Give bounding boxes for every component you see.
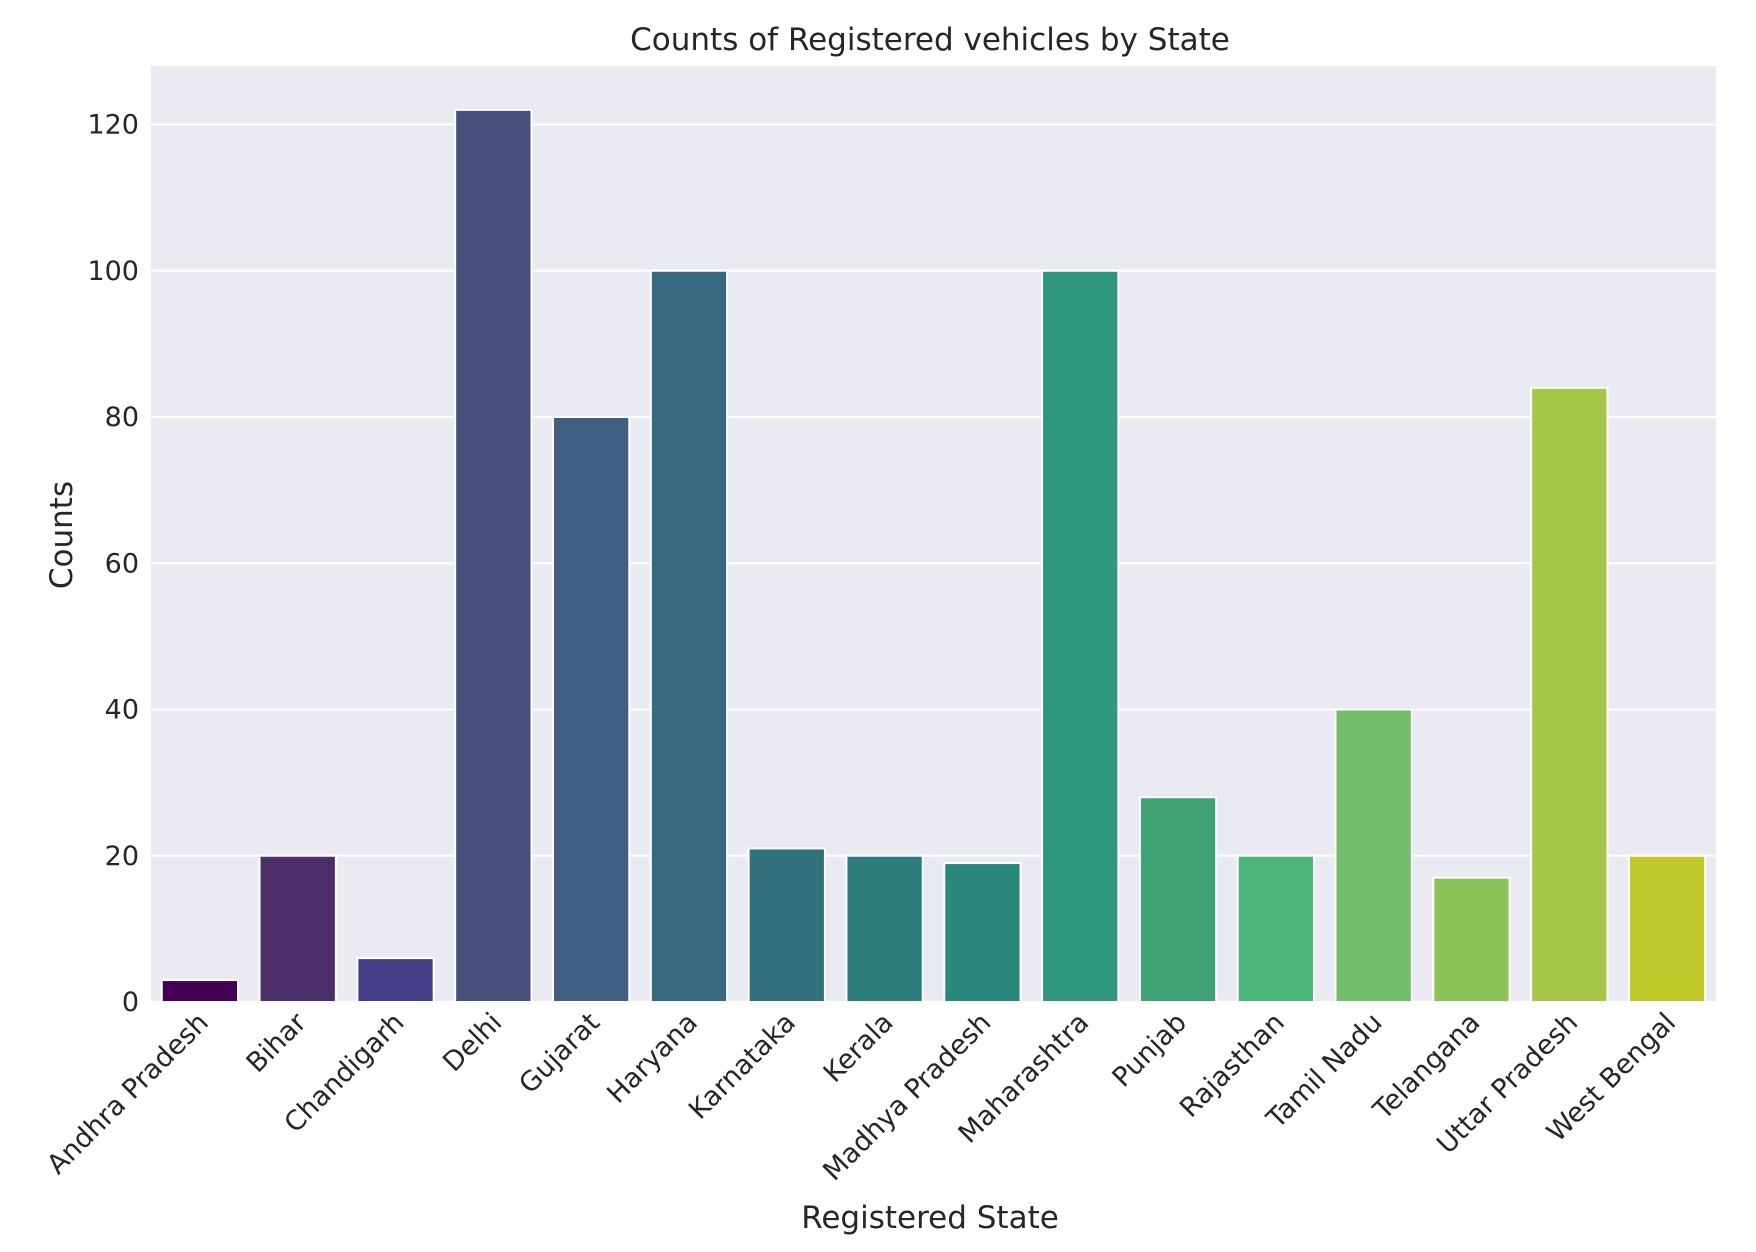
bar-gujarat (552, 416, 631, 1003)
x-tick-label: Madhya Pradesh (817, 1007, 997, 1187)
bar-madhya-pradesh (943, 862, 1022, 1003)
x-tick-label: Gujarat (513, 1007, 606, 1100)
bar-rajasthan (1236, 854, 1315, 1003)
y-tick-label: 100 (87, 256, 139, 287)
x-tick-label: Kerala (818, 1007, 900, 1089)
bar-punjab (1138, 796, 1218, 1003)
bar-west-bengal (1627, 854, 1707, 1003)
x-tick-label: Delhi (437, 1007, 508, 1078)
bar-telangana (1432, 876, 1511, 1003)
x-axis-label: Registered State (801, 1200, 1059, 1236)
x-tick-label: Haryana (601, 1007, 704, 1110)
chart-title: Counts of Registered vehicles by State (630, 22, 1230, 58)
y-axis-label: Counts (44, 481, 80, 589)
bar-delhi (454, 108, 533, 1003)
y-tick-label: 40 (105, 695, 139, 726)
bar-chandigarh (356, 957, 435, 1003)
x-tick-label: Bihar (241, 1006, 314, 1079)
plot-area (151, 66, 1716, 1002)
bar-tamil-nadu (1334, 708, 1413, 1003)
bar-karnataka (747, 847, 826, 1003)
y-tick-label: 0 (122, 987, 139, 1018)
gridlines (151, 123, 1716, 1003)
bar-bihar (258, 854, 337, 1003)
y-tick-label: 120 (87, 110, 139, 141)
bar-kerala (845, 854, 924, 1003)
x-tick-label: Punjab (1107, 1007, 1193, 1093)
y-tick-label: 80 (105, 402, 139, 433)
y-axis-ticks: 0 20 40 60 80 100 120 (87, 110, 139, 1019)
y-tick-label: 20 (105, 841, 139, 872)
bar-andhra-pradesh (160, 979, 240, 1003)
bars (160, 108, 1707, 1003)
x-tick-label: Andhra Pradesh (41, 1007, 215, 1181)
x-tick-label: Karnataka (683, 1007, 802, 1126)
bar-maharashtra (1041, 269, 1120, 1003)
bar-haryana (649, 269, 729, 1003)
bar-uttar-pradesh (1530, 386, 1609, 1003)
y-tick-label: 60 (105, 548, 139, 579)
